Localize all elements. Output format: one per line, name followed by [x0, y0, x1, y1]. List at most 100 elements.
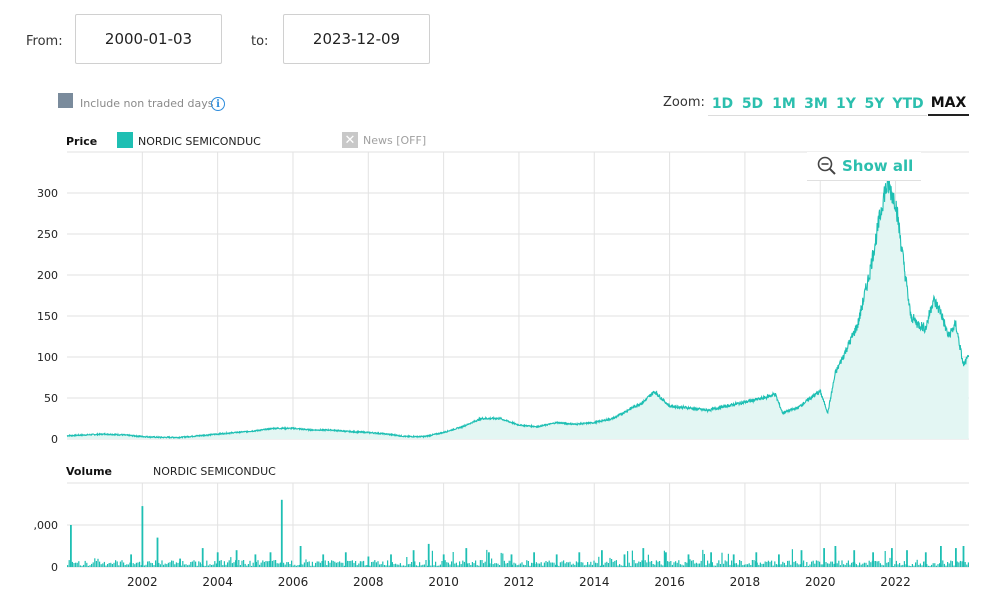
volume-bar	[84, 560, 86, 567]
volume-bar	[577, 562, 579, 567]
volume-bar	[291, 560, 293, 567]
volume-bar	[962, 546, 965, 567]
volume-bar	[823, 548, 825, 567]
volume-bar	[473, 563, 475, 567]
volume-bar	[791, 549, 793, 567]
volume-bar	[161, 560, 163, 567]
volume-bar	[828, 563, 830, 567]
volume-bar	[478, 565, 480, 567]
volume-bar	[846, 562, 848, 567]
volume-bar	[351, 560, 353, 567]
volume-bar	[724, 560, 726, 567]
volume-bar	[670, 561, 672, 567]
volume-bar	[764, 561, 766, 567]
zoom-max-button[interactable]: MAX	[928, 92, 969, 116]
volume-bar	[503, 560, 505, 567]
volume-bar	[71, 561, 73, 567]
volume-bar	[340, 562, 342, 567]
volume-bar	[151, 563, 153, 567]
show-all-button[interactable]: Show all	[807, 152, 921, 181]
volume-bar	[868, 560, 870, 567]
volume-bar	[108, 563, 110, 567]
volume-bar	[523, 564, 525, 567]
volume-bar	[121, 560, 123, 567]
volume-bar	[715, 565, 717, 567]
volume-bar	[900, 565, 902, 567]
volume-bar	[492, 564, 494, 567]
volume-bar	[622, 565, 624, 567]
volume-bar	[342, 562, 344, 567]
zoom-5d-button[interactable]: 5D	[737, 92, 768, 116]
news-toggle-label[interactable]: News [OFF]	[363, 134, 427, 147]
volume-bar	[563, 560, 565, 567]
volume-bar	[849, 564, 851, 567]
volume-bar	[359, 561, 361, 567]
volume-bar	[595, 562, 597, 567]
volume-bar	[516, 565, 518, 567]
zoom-1m-button[interactable]: 1M	[768, 92, 800, 116]
volume-bar	[862, 563, 864, 567]
volume-bar	[99, 561, 101, 567]
info-icon[interactable]: i	[211, 97, 225, 111]
volume-bar	[553, 562, 555, 567]
volume-bar	[921, 565, 923, 567]
from-date-input[interactable]: 2000-01-03	[75, 14, 222, 64]
volume-bar	[740, 561, 742, 567]
volume-bar	[550, 562, 552, 567]
volume-bar	[612, 561, 614, 567]
volume-bar	[761, 563, 763, 567]
volume-bar	[540, 562, 542, 567]
volume-bar	[457, 565, 459, 567]
include-non-traded-days-checkbox[interactable]	[58, 93, 73, 108]
volume-bar	[454, 563, 456, 567]
volume-bar	[875, 561, 877, 567]
volume-bar	[571, 564, 573, 567]
zoom-5y-button[interactable]: 5Y	[860, 92, 889, 116]
volume-bar	[380, 564, 382, 567]
volume-bar	[839, 565, 841, 567]
volume-bar	[183, 564, 185, 567]
volume-bar	[111, 564, 113, 567]
volume-bar	[651, 561, 653, 567]
zoom-ytd-button[interactable]: YTD	[889, 92, 927, 116]
price-y-tick-label: 300	[37, 187, 58, 200]
volume-bar	[732, 554, 735, 567]
volume-bar	[654, 564, 656, 567]
volume-bar	[195, 561, 197, 567]
volume-bar	[943, 563, 945, 567]
volume-bar	[377, 561, 379, 567]
volume-bar	[446, 562, 448, 567]
to-date-input[interactable]: 2023-12-09	[283, 14, 430, 64]
volume-bar	[676, 562, 678, 567]
volume-bar	[955, 548, 957, 567]
volume-bar	[769, 561, 771, 567]
zoom-1y-button[interactable]: 1Y	[832, 92, 860, 116]
volume-bar	[935, 565, 937, 567]
volume-bar	[356, 565, 358, 567]
volume-bar	[185, 564, 187, 567]
volume-bar	[817, 560, 819, 567]
volume-bar	[580, 562, 582, 567]
zoom-3m-button[interactable]: 3M	[800, 92, 832, 116]
volume-bar	[889, 557, 891, 567]
volume-bar	[287, 562, 289, 567]
volume-bar	[103, 561, 105, 567]
volume-bar	[687, 554, 690, 567]
volume-bar	[147, 561, 149, 567]
zoom-out-icon	[817, 156, 836, 175]
volume-bar	[191, 561, 193, 567]
show-all-label[interactable]: Show all	[842, 157, 914, 175]
volume-bar	[390, 554, 392, 567]
volume-bar	[263, 561, 265, 567]
volume-bar	[431, 550, 433, 567]
series-legend-label[interactable]: NORDIC SEMICONDUC	[138, 135, 261, 148]
volume-bar	[268, 561, 270, 567]
volume-bar	[596, 563, 598, 567]
volume-series-label: NORDIC SEMICONDUC	[153, 465, 276, 478]
volume-bar	[759, 562, 761, 567]
volume-bar	[265, 561, 267, 567]
series-swatch[interactable]	[117, 132, 133, 148]
zoom-1d-button[interactable]: 1D	[708, 92, 737, 116]
news-toggle-icon[interactable]: ✕	[342, 132, 358, 148]
volume-bar	[593, 560, 595, 567]
